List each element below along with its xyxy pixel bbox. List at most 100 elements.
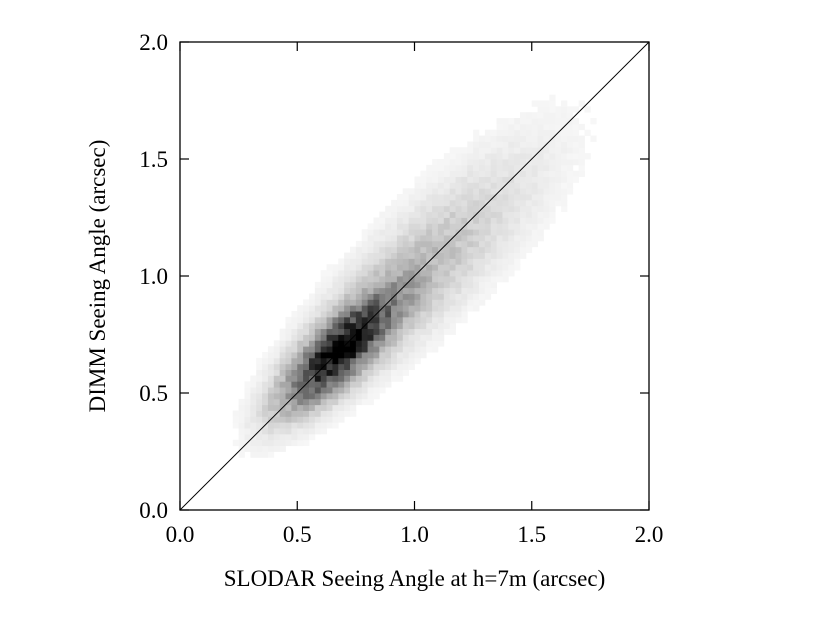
density-cell [391,235,398,242]
density-cell [443,264,451,271]
density-cell [338,270,345,277]
density-cell [420,346,427,353]
density-cell [461,199,468,207]
density-cell [555,188,562,195]
density-cell [549,112,556,119]
density-cell [420,270,427,277]
density-cell [379,322,386,330]
density-cell [350,346,357,353]
density-cell [508,223,515,230]
density-cell [467,199,474,207]
density-cell [350,287,357,294]
density-cell [338,340,345,347]
density-cell [437,188,445,195]
density-cell [285,422,292,429]
density-cell [273,404,281,411]
density-cell [543,147,550,154]
density-cell [449,328,456,335]
density-cell [520,223,527,230]
density-cell [473,164,480,172]
density-cell [502,129,509,136]
density-cell [514,223,521,230]
density-cell [291,387,298,394]
density-cell [355,322,363,330]
density-cell [514,176,521,183]
density-cell [531,188,539,195]
density-cell [262,428,269,435]
density-cell [426,252,433,259]
density-cell [572,147,580,154]
density-cell [414,188,421,195]
density-cell [420,287,427,294]
density-cell [490,276,497,283]
density-cell [420,281,427,289]
density-cell [478,211,486,218]
density-cell [391,211,398,218]
density-cell [297,404,304,411]
density-cell [508,217,515,224]
density-cell [455,217,462,224]
density-cell [566,159,574,166]
density-cell [367,381,374,388]
density-cell [344,334,351,341]
density-cell [402,194,410,201]
density-cell [426,176,433,183]
density-cell [520,170,527,177]
density-cell [525,112,533,119]
density-cell [467,246,474,253]
density-cell [443,235,451,242]
density-cell [396,316,404,324]
density-cell [314,311,322,318]
density-cell [561,170,568,177]
density-cell [508,153,515,160]
density-cell [402,270,410,277]
density-cell [502,141,509,148]
density-cell [350,293,357,300]
density-cell [531,170,539,177]
density-cell [256,439,263,447]
density-cell [250,393,257,400]
density-cell [314,346,322,353]
density-cell [473,293,480,300]
density-cell [484,211,492,218]
density-cell [314,328,322,335]
density-cell [461,240,468,248]
density-cell [355,334,363,341]
density-cell [373,276,380,283]
density-cell [256,422,263,429]
density-cell [537,164,544,172]
density-cell [385,328,392,335]
density-cell [443,194,451,201]
density-cell [543,164,550,172]
density-cell [461,147,468,154]
density-cell [391,199,398,207]
density-cell [514,258,521,265]
density-cell [391,276,398,283]
density-cell [467,270,474,277]
density-cell [520,153,527,160]
density-cell [385,235,392,242]
density-cell [402,346,410,353]
density-cell [502,159,509,166]
density-cell [414,352,421,359]
density-cell [279,363,286,370]
density-cell [355,305,363,312]
density-cell [426,194,433,201]
density-cell [303,322,310,330]
density-cell [408,252,415,259]
density-cell [379,340,386,347]
density-cell [478,281,486,289]
density-cell [361,387,368,394]
density-cell [279,439,286,447]
density-cell [408,229,415,236]
density-cell [273,416,281,423]
density-cell [455,252,462,259]
density-cell [467,223,474,230]
density-cell [320,328,327,335]
density-cell [385,211,392,218]
density-cell [426,240,433,248]
density-cell [566,176,574,183]
density-cell [320,281,327,289]
density-cell [391,258,398,265]
density-cell [478,170,486,177]
